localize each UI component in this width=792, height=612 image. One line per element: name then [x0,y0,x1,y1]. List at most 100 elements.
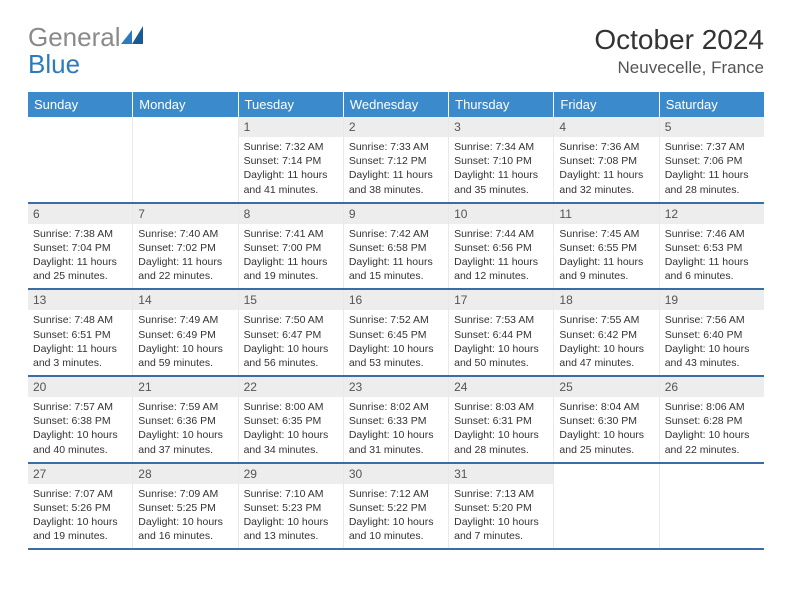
dow-header: Sunday [28,92,133,117]
location-label: Neuvecelle, France [594,58,764,78]
calendar-cell: 8Sunrise: 7:41 AMSunset: 7:00 PMDaylight… [239,204,344,289]
day-number: 18 [554,290,658,310]
day-number: 16 [344,290,448,310]
calendar-cell: 19Sunrise: 7:56 AMSunset: 6:40 PMDayligh… [660,290,764,375]
day-number: 30 [344,464,448,484]
week-row: 13Sunrise: 7:48 AMSunset: 6:51 PMDayligh… [28,290,764,377]
dow-header: Monday [133,92,238,117]
calendar-cell: 24Sunrise: 8:03 AMSunset: 6:31 PMDayligh… [449,377,554,462]
day-details: Sunrise: 8:04 AMSunset: 6:30 PMDaylight:… [554,397,658,462]
day-details: Sunrise: 7:41 AMSunset: 7:00 PMDaylight:… [239,224,343,289]
title-block: October 2024 Neuvecelle, France [594,24,764,78]
logo-word-1: General [28,22,121,52]
day-number: 6 [28,204,132,224]
day-number: 14 [133,290,237,310]
day-details: Sunrise: 7:38 AMSunset: 7:04 PMDaylight:… [28,224,132,289]
day-number: 1 [239,117,343,137]
calendar-cell: 21Sunrise: 7:59 AMSunset: 6:36 PMDayligh… [133,377,238,462]
dow-header: Saturday [660,92,764,117]
day-details: Sunrise: 7:37 AMSunset: 7:06 PMDaylight:… [660,137,764,202]
day-number: 15 [239,290,343,310]
day-number: 25 [554,377,658,397]
calendar-cell: 15Sunrise: 7:50 AMSunset: 6:47 PMDayligh… [239,290,344,375]
calendar-cell: 12Sunrise: 7:46 AMSunset: 6:53 PMDayligh… [660,204,764,289]
week-row: 1Sunrise: 7:32 AMSunset: 7:14 PMDaylight… [28,117,764,204]
calendar-cell: 3Sunrise: 7:34 AMSunset: 7:10 PMDaylight… [449,117,554,202]
day-details: Sunrise: 7:56 AMSunset: 6:40 PMDaylight:… [660,310,764,375]
day-details: Sunrise: 7:34 AMSunset: 7:10 PMDaylight:… [449,137,553,202]
calendar-cell: 29Sunrise: 7:10 AMSunset: 5:23 PMDayligh… [239,464,344,549]
day-number: 22 [239,377,343,397]
calendar-cell: 25Sunrise: 8:04 AMSunset: 6:30 PMDayligh… [554,377,659,462]
calendar-cell: 4Sunrise: 7:36 AMSunset: 7:08 PMDaylight… [554,117,659,202]
calendar-cell: 27Sunrise: 7:07 AMSunset: 5:26 PMDayligh… [28,464,133,549]
calendar-cell: 9Sunrise: 7:42 AMSunset: 6:58 PMDaylight… [344,204,449,289]
dow-header: Friday [554,92,659,117]
day-details: Sunrise: 7:52 AMSunset: 6:45 PMDaylight:… [344,310,448,375]
day-details: Sunrise: 7:53 AMSunset: 6:44 PMDaylight:… [449,310,553,375]
day-details: Sunrise: 8:06 AMSunset: 6:28 PMDaylight:… [660,397,764,462]
day-number: 20 [28,377,132,397]
calendar-cell: 28Sunrise: 7:09 AMSunset: 5:25 PMDayligh… [133,464,238,549]
day-details: Sunrise: 7:32 AMSunset: 7:14 PMDaylight:… [239,137,343,202]
calendar-cell: 11Sunrise: 7:45 AMSunset: 6:55 PMDayligh… [554,204,659,289]
day-details: Sunrise: 8:02 AMSunset: 6:33 PMDaylight:… [344,397,448,462]
day-details: Sunrise: 7:13 AMSunset: 5:20 PMDaylight:… [449,484,553,549]
day-number: 9 [344,204,448,224]
day-details: Sunrise: 7:55 AMSunset: 6:42 PMDaylight:… [554,310,658,375]
calendar-cell: 23Sunrise: 8:02 AMSunset: 6:33 PMDayligh… [344,377,449,462]
page: General Blue October 2024 Neuvecelle, Fr… [0,0,792,574]
day-number: 3 [449,117,553,137]
calendar-cell-empty [554,464,659,549]
dow-header: Tuesday [239,92,344,117]
day-details: Sunrise: 7:42 AMSunset: 6:58 PMDaylight:… [344,224,448,289]
calendar-cell: 7Sunrise: 7:40 AMSunset: 7:02 PMDaylight… [133,204,238,289]
day-number: 2 [344,117,448,137]
calendar-cell: 5Sunrise: 7:37 AMSunset: 7:06 PMDaylight… [660,117,764,202]
page-title: October 2024 [594,24,764,56]
day-number: 5 [660,117,764,137]
logo: General Blue [28,24,143,78]
day-details: Sunrise: 7:36 AMSunset: 7:08 PMDaylight:… [554,137,658,202]
day-number: 11 [554,204,658,224]
day-details: Sunrise: 7:59 AMSunset: 6:36 PMDaylight:… [133,397,237,462]
day-details: Sunrise: 7:49 AMSunset: 6:49 PMDaylight:… [133,310,237,375]
day-number: 27 [28,464,132,484]
calendar-cell: 22Sunrise: 8:00 AMSunset: 6:35 PMDayligh… [239,377,344,462]
day-number: 8 [239,204,343,224]
logo-mark-icon [121,26,143,46]
day-number: 23 [344,377,448,397]
calendar-cell: 26Sunrise: 8:06 AMSunset: 6:28 PMDayligh… [660,377,764,462]
day-details: Sunrise: 7:33 AMSunset: 7:12 PMDaylight:… [344,137,448,202]
week-row: 20Sunrise: 7:57 AMSunset: 6:38 PMDayligh… [28,377,764,464]
day-number: 19 [660,290,764,310]
day-number: 31 [449,464,553,484]
day-details: Sunrise: 8:03 AMSunset: 6:31 PMDaylight:… [449,397,553,462]
day-details: Sunrise: 7:12 AMSunset: 5:22 PMDaylight:… [344,484,448,549]
day-number: 28 [133,464,237,484]
day-details: Sunrise: 7:46 AMSunset: 6:53 PMDaylight:… [660,224,764,289]
day-details: Sunrise: 7:48 AMSunset: 6:51 PMDaylight:… [28,310,132,375]
calendar-cell: 17Sunrise: 7:53 AMSunset: 6:44 PMDayligh… [449,290,554,375]
day-details: Sunrise: 7:45 AMSunset: 6:55 PMDaylight:… [554,224,658,289]
logo-word-2: Blue [28,49,80,79]
calendar-cell: 18Sunrise: 7:55 AMSunset: 6:42 PMDayligh… [554,290,659,375]
day-details: Sunrise: 7:40 AMSunset: 7:02 PMDaylight:… [133,224,237,289]
day-number: 26 [660,377,764,397]
calendar-cell: 2Sunrise: 7:33 AMSunset: 7:12 PMDaylight… [344,117,449,202]
day-number: 29 [239,464,343,484]
day-details: Sunrise: 7:07 AMSunset: 5:26 PMDaylight:… [28,484,132,549]
day-number: 7 [133,204,237,224]
dow-row: SundayMondayTuesdayWednesdayThursdayFrid… [28,92,764,117]
day-number: 13 [28,290,132,310]
week-row: 6Sunrise: 7:38 AMSunset: 7:04 PMDaylight… [28,204,764,291]
dow-header: Thursday [449,92,554,117]
dow-header: Wednesday [344,92,449,117]
calendar-cell: 30Sunrise: 7:12 AMSunset: 5:22 PMDayligh… [344,464,449,549]
calendar-cell: 6Sunrise: 7:38 AMSunset: 7:04 PMDaylight… [28,204,133,289]
day-details: Sunrise: 8:00 AMSunset: 6:35 PMDaylight:… [239,397,343,462]
day-number: 24 [449,377,553,397]
day-number: 4 [554,117,658,137]
calendar-cell-empty [660,464,764,549]
day-details: Sunrise: 7:50 AMSunset: 6:47 PMDaylight:… [239,310,343,375]
